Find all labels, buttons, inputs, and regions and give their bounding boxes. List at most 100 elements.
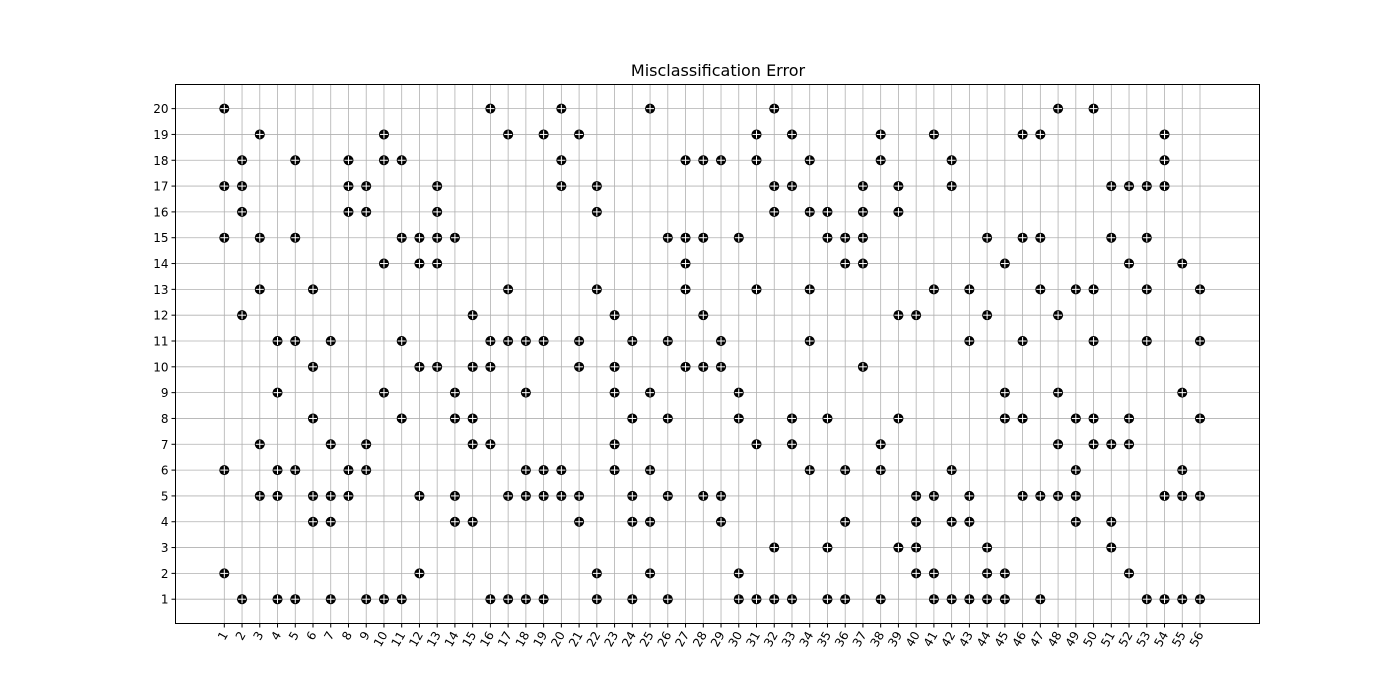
chart-title: Misclassification Error [631,61,806,80]
data-point [1035,284,1046,295]
x-tick-label: 5 [286,629,302,643]
data-point [378,594,389,605]
data-point [520,336,531,346]
y-tick-label: 14 [153,257,168,271]
data-point [1070,490,1081,501]
data-point [662,594,673,605]
x-tick-label: 38 [868,629,888,649]
x-tick-label: 21 [566,629,586,649]
data-point [396,413,407,424]
y-tick-label: 18 [153,154,168,168]
data-point [1035,594,1046,605]
data-point [911,516,922,527]
x-tick-label: 30 [726,629,746,649]
data-point [1106,439,1117,450]
x-tick-label: 37 [850,629,870,649]
x-tick-label: 56 [1187,629,1207,649]
data-point [875,594,886,605]
x-tick-label: 32 [761,629,781,649]
data-point [467,516,478,527]
data-point [556,465,567,476]
data-point [378,129,389,140]
data-point [1088,103,1099,114]
x-tick-label: 13 [424,629,444,649]
data-point [485,594,496,605]
y-tick-label: 7 [161,438,169,452]
data-point [449,232,460,243]
data-point [308,361,318,372]
x-tick-label: 7 [321,629,337,643]
data-point [609,310,620,321]
x-tick-label: 43 [956,629,976,649]
data-point [254,490,265,501]
data-point [680,155,691,166]
data-point [1106,516,1117,527]
data-point [645,465,656,476]
data-point [254,284,265,295]
x-tick-label: 26 [655,629,675,649]
data-point [1141,284,1152,295]
data-point [378,387,389,398]
data-point [645,568,656,579]
data-point [503,490,514,501]
x-tick-label: 1 [215,629,231,643]
data-point [396,594,407,605]
data-point [414,232,425,243]
data-point [716,490,727,501]
data-point [396,155,407,166]
data-point [822,232,833,243]
x-tick-label: 41 [921,629,941,649]
x-tick-label: 11 [389,629,409,649]
data-point [1159,129,1170,140]
data-point [254,439,265,450]
data-point [964,594,975,605]
data-point [538,490,549,501]
x-tick-label: 36 [832,629,852,649]
data-point [857,206,868,217]
data-point [662,336,673,346]
data-point [946,465,957,476]
data-point [432,232,443,243]
data-point [1070,516,1081,527]
x-tick-label: 15 [459,629,479,649]
data-point [556,155,567,166]
data-points [219,103,1205,605]
data-point [449,490,460,501]
data-point [982,594,993,605]
data-point [1035,129,1046,140]
data-point [946,516,957,527]
data-point [627,594,638,605]
data-point [538,465,549,476]
data-point [1053,387,1064,398]
data-point [999,594,1010,605]
x-tick-label: 54 [1151,629,1171,649]
data-point [361,594,372,605]
data-point [751,155,762,166]
data-point [840,232,851,243]
y-tick-label: 9 [161,386,169,400]
data-point [716,361,727,372]
data-point [680,258,691,269]
data-point [751,439,762,450]
data-point [911,568,922,579]
data-point [290,336,301,346]
data-point [361,181,372,192]
data-point [520,387,531,398]
axis-ticks [171,108,1201,628]
data-point [1124,568,1135,579]
data-point [964,516,975,527]
x-tick-label: 42 [938,629,958,649]
data-point [857,258,868,269]
y-tick-label: 11 [153,335,168,349]
data-point [875,465,886,476]
data-point [467,439,478,450]
data-point [503,129,514,140]
data-point [556,103,567,114]
data-point [467,361,478,372]
data-point [308,413,318,424]
data-point [786,594,797,605]
data-point [432,181,443,192]
data-point [911,542,922,553]
data-point [1177,594,1188,605]
data-point [786,181,797,192]
